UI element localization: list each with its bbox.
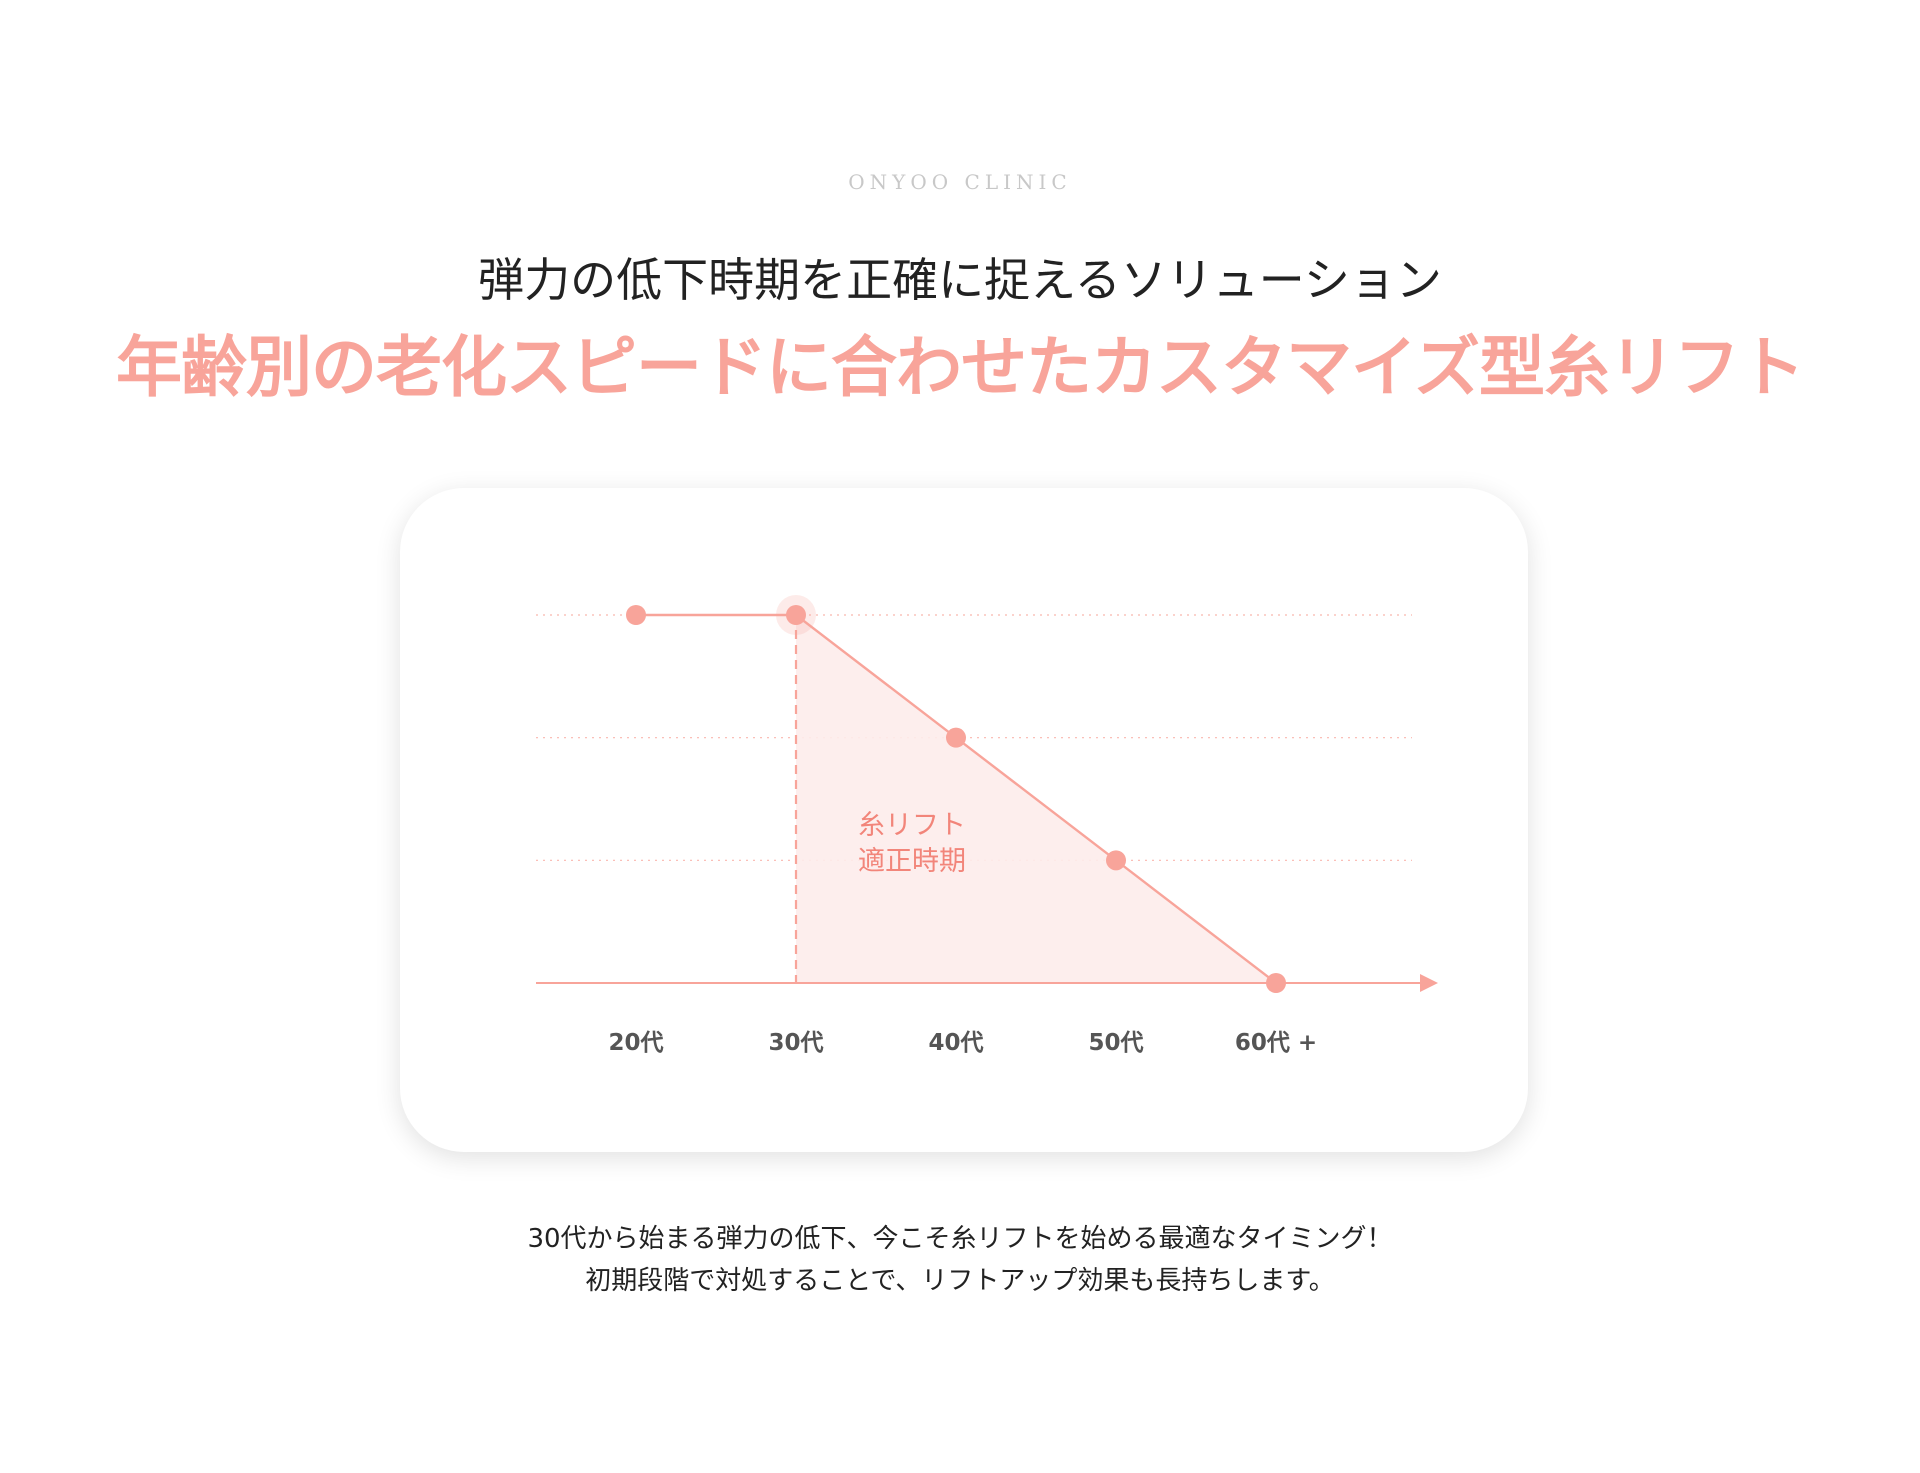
x-axis-arrow-icon xyxy=(1420,974,1438,992)
region-label: 適正時期 xyxy=(858,846,966,877)
shaded-region xyxy=(796,615,1276,983)
description-line-2: 初期段階で対処することで、リフトアップ効果も長持ちします。 xyxy=(585,1266,1335,1296)
x-tick-label: 20代 xyxy=(608,1030,663,1056)
x-tick-label: 50代 xyxy=(1088,1030,1143,1056)
description: 30代から始まる弾力の低下、今こそ糸リフトを始める最適なタイミング！ 初期段階で… xyxy=(0,1218,1920,1302)
data-point xyxy=(1106,850,1126,871)
page-subtitle: 弾力の低下時期を正確に捉えるソリューション xyxy=(478,253,1442,307)
data-point xyxy=(786,605,806,625)
data-point xyxy=(1266,973,1286,993)
data-point xyxy=(626,605,646,625)
page-title: 年齢別の老化スピードに合わせたカスタマイズ型糸リフト xyxy=(115,329,1805,406)
description-line-1: 30代から始まる弾力の低下、今こそ糸リフトを始める最適なタイミング！ xyxy=(527,1224,1393,1254)
brand-name: ONYOO CLINIC xyxy=(848,170,1072,194)
chart-card: 20代 30代 40代 50代 60代 + 糸リフト適正時期 xyxy=(400,488,1528,1152)
data-point xyxy=(946,727,966,748)
x-tick-label: 40代 xyxy=(928,1030,983,1056)
x-tick-label: 60代 + xyxy=(1235,1030,1317,1056)
x-tick-label: 30代 xyxy=(768,1030,823,1056)
region-label: 糸リフト xyxy=(858,810,966,841)
